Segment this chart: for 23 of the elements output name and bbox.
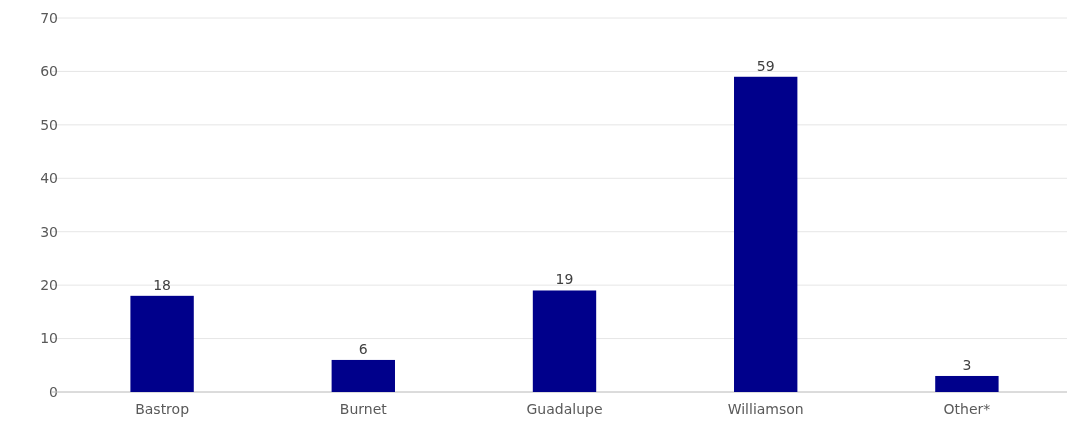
data-label: 19 xyxy=(555,271,574,288)
bar xyxy=(130,295,194,392)
data-label: 59 xyxy=(756,57,775,74)
data-label: 6 xyxy=(358,340,368,357)
data-label: 18 xyxy=(153,276,172,293)
y-tick-label: 70 xyxy=(40,9,58,26)
x-tick-label: Guadalupe xyxy=(526,401,603,417)
bar xyxy=(532,290,597,392)
bar xyxy=(331,359,395,392)
y-tick-label: 20 xyxy=(40,277,58,294)
y-tick-label: 10 xyxy=(40,330,58,347)
bar xyxy=(935,375,999,392)
y-tick-label: 60 xyxy=(40,63,58,80)
x-tick-label: Burnet xyxy=(339,401,388,417)
bar xyxy=(734,76,798,392)
y-tick-label: 40 xyxy=(40,170,58,187)
y-tick-label: 0 xyxy=(49,383,58,400)
y-tick-label: 30 xyxy=(40,223,58,240)
y-tick-label: 50 xyxy=(40,116,58,133)
x-tick-label: Other* xyxy=(943,401,991,417)
data-label: 3 xyxy=(962,356,972,373)
x-tick-label: Bastrop xyxy=(135,401,190,417)
x-tick-label: Williamson xyxy=(727,401,804,417)
